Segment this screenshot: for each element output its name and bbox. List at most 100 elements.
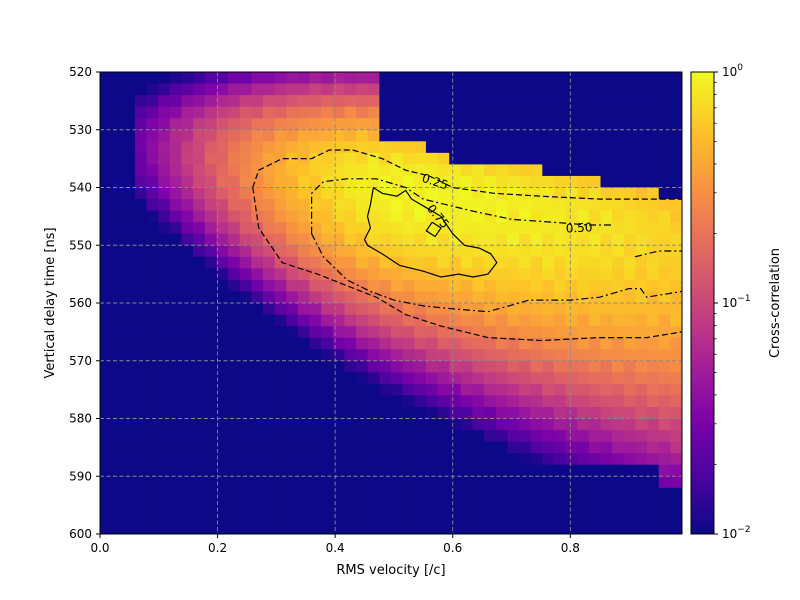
heatmap-cell [600, 522, 613, 534]
heatmap-cell [356, 372, 369, 385]
heatmap-cell [495, 314, 508, 327]
heatmap-cell [495, 441, 508, 454]
heatmap-cell [425, 476, 439, 489]
heatmap-cell [367, 291, 380, 304]
heatmap-cell [495, 95, 508, 108]
heatmap-cell [169, 106, 183, 119]
heatmap-cell [239, 83, 252, 96]
heatmap-cell [600, 199, 613, 212]
heatmap-cell [612, 106, 625, 119]
heatmap-cell [193, 72, 206, 85]
heatmap-cell [344, 510, 357, 524]
heatmap-cell [449, 83, 462, 96]
heatmap-cell [367, 210, 380, 223]
heatmap-cell [600, 256, 613, 269]
heatmap-cell [577, 326, 590, 339]
heatmap-cell [391, 279, 404, 293]
heatmap-cell [577, 314, 590, 327]
colorbar-tick-label: 10−2 [722, 525, 751, 541]
heatmap-cell [414, 187, 427, 200]
heatmap-cell [262, 141, 276, 154]
heatmap-cell [460, 360, 474, 373]
heatmap-cell [670, 118, 682, 131]
heatmap-cell [588, 95, 602, 108]
heatmap-cell [367, 372, 380, 385]
heatmap-cell [647, 245, 660, 258]
heatmap-cell [309, 268, 322, 281]
heatmap-cell [379, 395, 392, 408]
heatmap-cell [262, 72, 276, 85]
heatmap-cell [553, 268, 567, 281]
heatmap-cell [507, 476, 520, 489]
heatmap-cell [134, 152, 148, 165]
heatmap-cell [530, 360, 543, 373]
heatmap-cell [670, 360, 682, 373]
heatmap-cell [425, 522, 439, 534]
heatmap-cell [367, 141, 380, 154]
heatmap-cell [262, 268, 276, 281]
heatmap-cell [495, 430, 508, 443]
heatmap-cell [530, 395, 543, 408]
heatmap-cell [553, 164, 567, 177]
heatmap-cell [239, 72, 252, 85]
heatmap-cell [577, 337, 590, 350]
heatmap-cell [670, 522, 682, 534]
heatmap-cell [356, 129, 369, 142]
heatmap-cell [239, 95, 252, 108]
heatmap-cell [495, 199, 508, 212]
heatmap-cell [251, 360, 264, 373]
heatmap-cell [588, 395, 602, 408]
heatmap-cell [647, 522, 660, 534]
heatmap-cell [216, 499, 229, 512]
heatmap-cell [577, 118, 590, 131]
heatmap-cell [507, 256, 520, 269]
heatmap-cell [239, 164, 252, 177]
heatmap-cell [251, 441, 264, 454]
heatmap-cell [635, 383, 648, 396]
heatmap-cell [228, 210, 241, 223]
heatmap-cell [484, 72, 497, 85]
heatmap-cell [612, 522, 625, 534]
heatmap-cell [391, 360, 404, 373]
heatmap-cell [169, 510, 183, 524]
y-tick-label: 590 [69, 469, 92, 483]
heatmap-cell [449, 383, 462, 396]
heatmap-cell [134, 360, 148, 373]
heatmap-cell [193, 95, 206, 108]
heatmap-cell [274, 406, 287, 420]
heatmap-cell [111, 129, 124, 142]
heatmap-cell [379, 464, 392, 477]
heatmap-cell [472, 291, 485, 304]
heatmap-cell [460, 395, 474, 408]
heatmap-cell [274, 164, 287, 177]
heatmap-cell [472, 279, 485, 293]
heatmap-cell [495, 83, 508, 96]
heatmap-cell [379, 487, 392, 500]
heatmap-cell [449, 430, 462, 443]
heatmap-cell [391, 187, 404, 200]
heatmap-cell [623, 256, 637, 269]
heatmap-cell [612, 268, 625, 281]
heatmap-cell [286, 406, 299, 420]
heatmap-cell [460, 72, 474, 85]
heatmap-cell [577, 83, 590, 96]
heatmap-cell [600, 337, 613, 350]
heatmap-cell [402, 291, 415, 304]
heatmap-cell [344, 326, 357, 339]
heatmap-cell [402, 199, 415, 212]
heatmap-cell [158, 106, 171, 119]
heatmap-cell [530, 187, 543, 200]
heatmap-cell [332, 222, 346, 235]
heatmap-cell [565, 499, 578, 512]
heatmap-cell [309, 175, 322, 189]
heatmap-cell [321, 210, 334, 223]
heatmap-cell [414, 314, 427, 327]
heatmap-cell [519, 164, 532, 177]
heatmap-cell [437, 441, 450, 454]
heatmap-cell [228, 326, 241, 339]
heatmap-cell [286, 395, 299, 408]
heatmap-cell [169, 152, 183, 165]
heatmap-cell [332, 430, 346, 443]
heatmap-cell [297, 453, 311, 466]
heatmap-cell [309, 430, 322, 443]
